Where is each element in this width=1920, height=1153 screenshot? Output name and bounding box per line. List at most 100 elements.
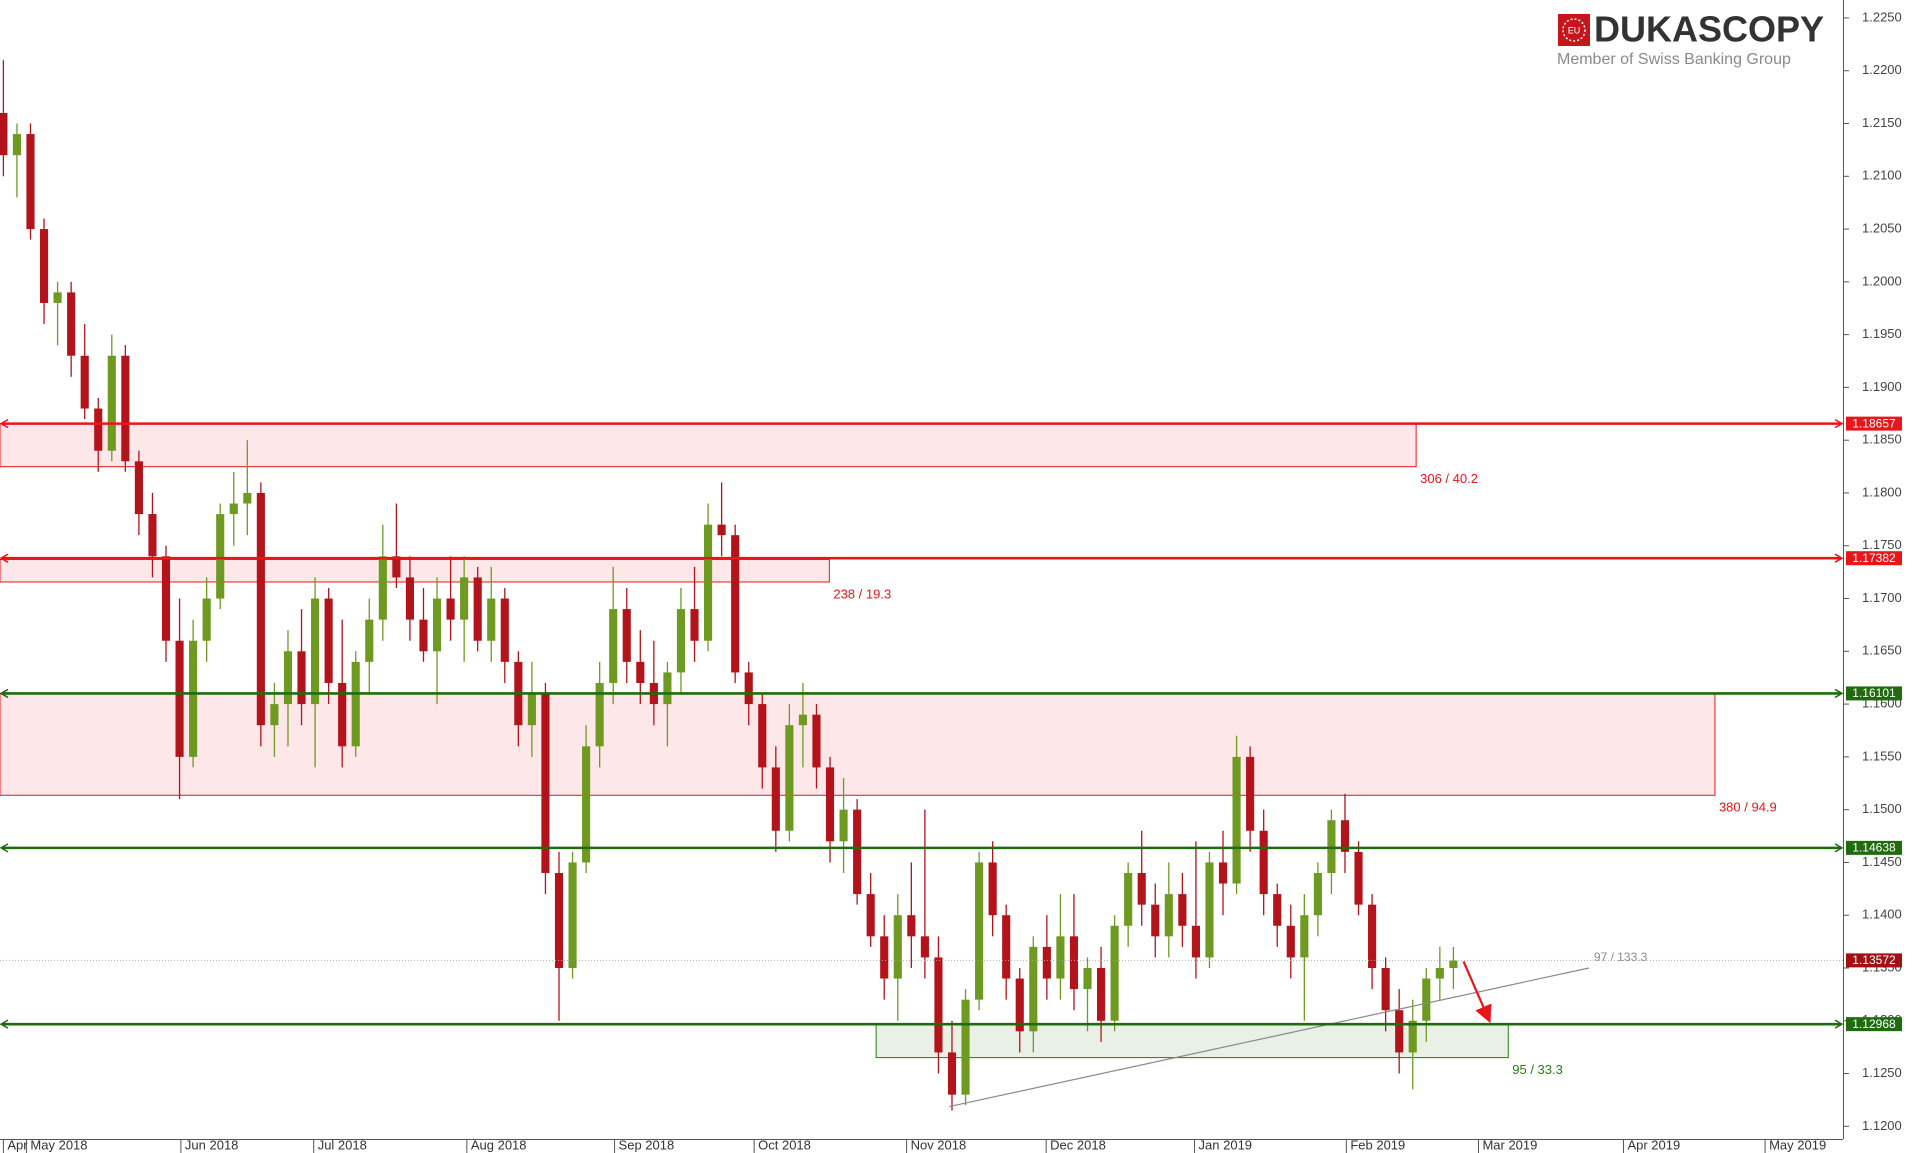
price-label-bg [1846,416,1902,431]
x-tick-label: Apr [7,1137,28,1152]
candle-body [785,725,794,831]
candle-body [663,672,672,705]
y-tick-label: 1.1650 [1862,643,1902,658]
y-tick-label: 1.2050 [1862,221,1902,236]
candle-body [378,556,387,620]
candle-body [853,809,862,895]
candle-body [1110,925,1119,1021]
candle-body [988,862,997,916]
candle-body [229,503,238,515]
y-tick-label: 1.1950 [1862,326,1902,341]
level-end-right [1834,1019,1844,1029]
level-end-left [0,843,9,853]
candle-body [1218,862,1228,884]
candle-body [609,609,618,683]
y-tick-label: 1.1550 [1862,748,1902,763]
trendline [949,967,1590,1108]
candle-body [636,661,645,683]
candle-body [731,535,740,673]
x-tick-label: Jan 2019 [1199,1137,1253,1152]
candle-body [161,556,171,641]
candle-body [487,598,496,641]
candle-body [324,598,333,683]
candle-body [311,598,320,705]
candle-body [94,408,103,451]
x-tick-label: Oct 2018 [758,1137,811,1152]
candle-body [446,598,455,620]
level-end-right [1834,553,1844,563]
candle-body [148,514,157,557]
candle-body [134,461,143,515]
price-label: 1.18657 [1852,416,1896,430]
candle-body [365,619,374,662]
candle-body [758,704,767,768]
x-tick-label: Jun 2018 [185,1137,239,1152]
candle-body [934,957,943,1053]
candle-body [1178,894,1187,926]
candle-body [582,746,591,863]
level-end-left [0,418,9,429]
candle-body [107,355,116,451]
x-tick-label: Dec 2018 [1050,1137,1106,1152]
candle-body [676,609,686,673]
candle-body [1205,862,1214,958]
x-tick-label: Jul 2018 [318,1137,367,1152]
candle-body [0,112,8,156]
y-tick-label: 1.2100 [1862,168,1902,183]
candle-body [568,862,577,968]
price-label: 1.14638 [1852,841,1896,855]
candle-body [798,714,807,726]
x-tick-label: May 2019 [1769,1137,1826,1152]
x-tick-label: May 2018 [30,1137,87,1152]
y-tick-label: 1.1450 [1862,854,1902,869]
price-label-bg [1846,1017,1902,1032]
zone [0,692,1716,796]
candle-body [622,609,631,662]
candle-body [527,693,536,726]
level-end-left [0,1019,9,1029]
zone-label: 306 / 40.2 [1420,471,1478,486]
candle-body [1313,872,1322,916]
candle-body [1354,851,1363,905]
logo-tagline: Member of Swiss Banking Group [1557,51,1791,68]
x-tick-label: Nov 2018 [911,1137,967,1152]
arrow [1462,961,1492,1024]
zone [0,423,1417,468]
zone-label: 380 / 94.9 [1719,800,1777,815]
candle-body [1273,894,1282,926]
candle-body [1246,756,1255,831]
candle-body [500,598,509,662]
price-label: 1.17382 [1852,551,1896,565]
candle-body [216,514,225,599]
candle-body [812,714,821,768]
candle-body [1137,872,1146,905]
candle-body [975,862,984,1000]
candle-body [175,640,184,757]
candle-body [473,577,482,641]
y-tick-label: 1.1500 [1862,801,1902,816]
y-tick-label: 1.1200 [1862,1118,1902,1133]
x-tick-label: Aug 2018 [471,1137,527,1152]
candle-body [1449,960,1458,968]
candle-body [1395,1010,1404,1053]
logo: EU DUKASCOPY Member of Swiss Banking Gro… [1557,9,1824,69]
candle-body [243,492,252,504]
candle-body [1232,756,1241,884]
candle-body [554,872,564,968]
candle-body [338,682,347,747]
candle-body [1015,978,1024,1032]
candle-body [717,524,726,536]
candle-body [1340,820,1350,852]
candle-body [1096,967,1106,1021]
candle-body [297,651,306,705]
level-end-right [1834,688,1844,699]
x-tick-label: Sep 2018 [619,1137,675,1152]
candle-body [121,355,130,462]
candle-body [351,661,360,747]
candle-body [1164,894,1173,937]
candle-body [202,598,211,641]
y-tick-label: 1.2250 [1862,9,1902,24]
x-tick-label: Apr 2019 [1627,1137,1680,1152]
